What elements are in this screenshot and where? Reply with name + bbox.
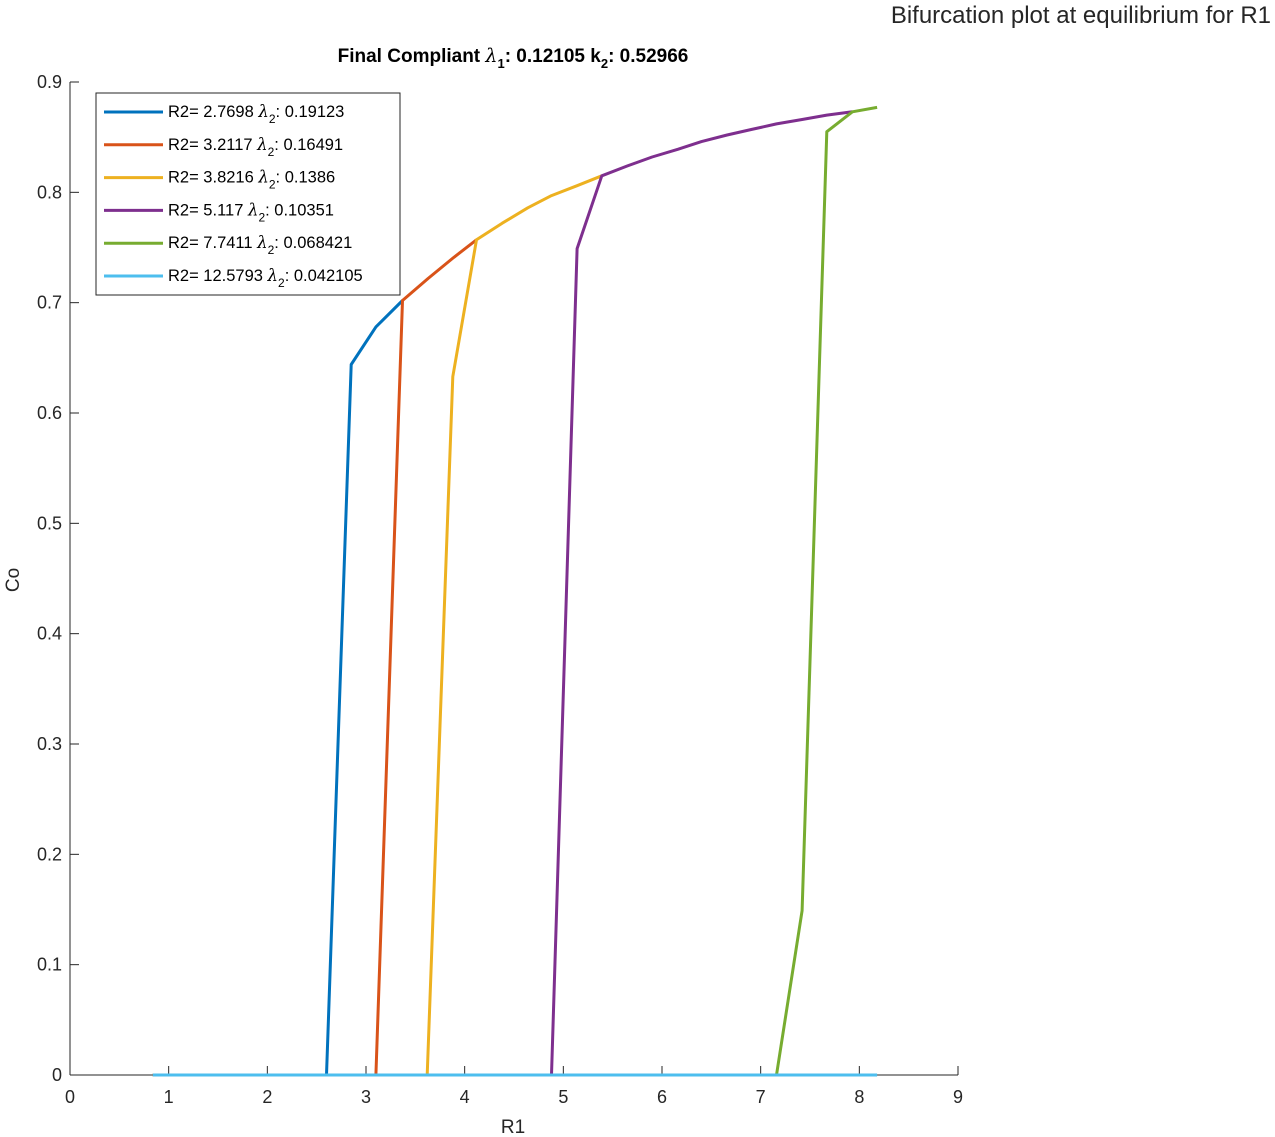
y-tick-label: 0.1 — [37, 955, 62, 975]
series-line-3 — [152, 174, 603, 1077]
legend-label-4: R2= 5.117 λ2: 0.10351 — [168, 200, 334, 224]
y-tick-label: 0.8 — [37, 182, 62, 202]
legend-label-6: R2= 12.5793 λ2: 0.042105 — [168, 266, 363, 290]
y-tick-label: 0.6 — [37, 403, 62, 423]
y-axis-label: Co — [3, 568, 24, 592]
x-tick-label: 4 — [460, 1087, 470, 1107]
x-tick-label: 0 — [65, 1087, 75, 1107]
x-tick-label: 9 — [953, 1087, 963, 1107]
x-tick-label: 3 — [361, 1087, 371, 1107]
y-tick-label: 0.9 — [37, 72, 62, 92]
x-tick-label: 1 — [164, 1087, 174, 1107]
y-tick-label: 0 — [52, 1065, 62, 1085]
chart-title: Final Compliant λ1: 0.12105 k2: 0.52966 — [338, 45, 689, 71]
x-tick-label: 7 — [756, 1087, 766, 1107]
y-tick-label: 0.2 — [37, 844, 62, 864]
legend-label-2: R2= 3.2117 λ2: 0.16491 — [168, 135, 343, 159]
series-line-4 — [152, 110, 853, 1077]
series-lines — [152, 105, 878, 1077]
legend: R2= 2.7698 λ2: 0.19123 R2= 3.2117 λ2: 0.1… — [95, 92, 401, 296]
legend-label-3: R2= 3.8216 λ2: 0.1386 — [168, 168, 335, 192]
y-tick-label: 0.4 — [37, 624, 62, 644]
x-tick-labels: 0 1 2 3 4 5 6 7 8 9 — [65, 1087, 963, 1107]
y-tick-label: 0.3 — [37, 734, 62, 754]
y-tick-labels: 0 0.1 0.2 0.3 0.4 0.5 0.6 0.7 0.8 0.9 — [37, 72, 62, 1085]
x-tick-label: 5 — [558, 1087, 568, 1107]
x-tick-label: 8 — [854, 1087, 864, 1107]
legend-label-1: R2= 2.7698 λ2: 0.19123 — [168, 102, 344, 126]
y-tick-label: 0.5 — [37, 513, 62, 533]
x-tick-label: 2 — [262, 1087, 272, 1107]
legend-label-5: R2= 7.7411 λ2: 0.068421 — [168, 233, 352, 257]
x-tick-label: 6 — [657, 1087, 667, 1107]
y-tick-label: 0.7 — [37, 293, 62, 313]
legend-box — [95, 92, 401, 296]
series-line-1 — [152, 299, 404, 1077]
chart-suptitle: Bifurcation plot at equilibrium for R1 — [891, 2, 1271, 29]
series-line-2 — [152, 238, 478, 1077]
x-axis-label: R1 — [501, 1117, 525, 1137]
